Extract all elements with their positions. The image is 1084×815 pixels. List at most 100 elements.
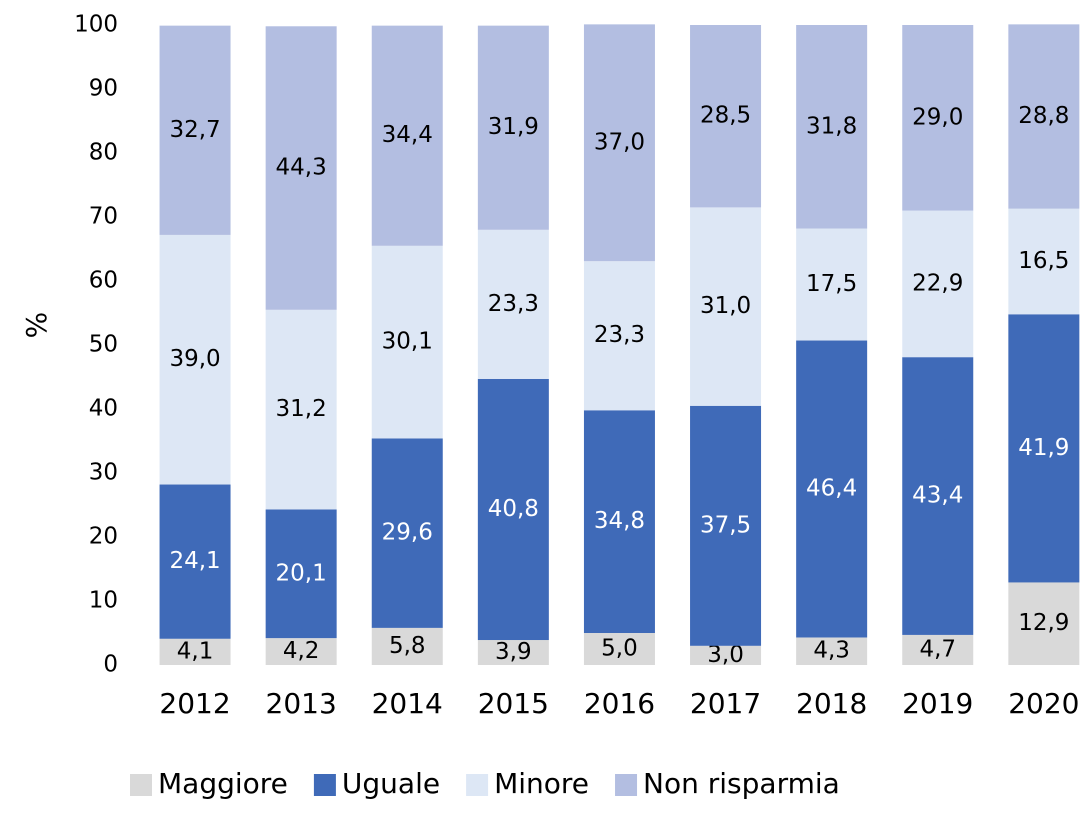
y-tick-label: 20 bbox=[89, 524, 118, 550]
bar-segment bbox=[159, 25, 231, 235]
bar-segment bbox=[371, 438, 443, 628]
value-label: 43,4 bbox=[912, 483, 963, 509]
bar-segment bbox=[159, 484, 231, 639]
legend-label: Minore bbox=[494, 767, 589, 800]
value-label: 5,0 bbox=[601, 636, 638, 662]
legend-swatch bbox=[615, 774, 638, 796]
legend-swatch bbox=[466, 774, 489, 796]
bar-segment bbox=[1008, 582, 1080, 665]
bar-segment bbox=[690, 405, 762, 646]
value-label: 3,9 bbox=[495, 639, 532, 665]
bar-segment bbox=[477, 229, 549, 379]
bar-segment bbox=[477, 378, 549, 641]
bar-segment bbox=[265, 26, 337, 310]
value-label: 32,7 bbox=[169, 117, 220, 143]
value-label: 37,0 bbox=[594, 129, 645, 155]
bar-segment bbox=[371, 25, 443, 246]
value-label: 24,1 bbox=[169, 548, 220, 574]
value-label: 31,0 bbox=[700, 293, 751, 319]
value-label: 37,5 bbox=[700, 512, 751, 538]
value-label: 17,5 bbox=[806, 271, 857, 297]
bar-segment bbox=[477, 25, 549, 230]
bar-segment bbox=[583, 633, 655, 665]
x-tick-label: 2016 bbox=[584, 687, 655, 720]
bar-segment bbox=[796, 25, 868, 229]
bar-segment bbox=[1008, 208, 1080, 315]
value-label: 28,5 bbox=[700, 103, 751, 129]
y-tick-label: 90 bbox=[89, 76, 118, 102]
x-tick-label: 2019 bbox=[902, 687, 973, 720]
legend-label: Non risparmia bbox=[643, 767, 840, 800]
x-tick-label: 2017 bbox=[690, 687, 761, 720]
value-label: 29,6 bbox=[382, 520, 433, 546]
y-tick-label: 70 bbox=[89, 204, 118, 230]
bar-segment bbox=[265, 309, 337, 510]
bar-segment bbox=[690, 25, 762, 208]
bar-segment bbox=[159, 638, 231, 665]
bar-segment bbox=[265, 638, 337, 665]
bar-segment bbox=[371, 245, 443, 439]
bar-segment bbox=[371, 627, 443, 665]
y-axis-label: % bbox=[20, 312, 53, 339]
value-label: 31,2 bbox=[276, 396, 327, 422]
value-label: 4,2 bbox=[283, 638, 320, 664]
legend-label: Uguale bbox=[342, 767, 440, 800]
value-label: 28,8 bbox=[1018, 103, 1069, 129]
value-label: 31,8 bbox=[806, 113, 857, 139]
x-tick-label: 2012 bbox=[159, 687, 230, 720]
value-label: 41,9 bbox=[1018, 435, 1069, 461]
bar-segment bbox=[159, 234, 231, 485]
x-tick-label: 2013 bbox=[266, 687, 337, 720]
bar-segment bbox=[902, 357, 974, 635]
value-label: 31,9 bbox=[488, 114, 539, 140]
value-label: 23,3 bbox=[594, 322, 645, 348]
y-tick-label: 0 bbox=[103, 652, 118, 678]
bar-segment bbox=[796, 637, 868, 665]
x-tick-label: 2015 bbox=[478, 687, 549, 720]
value-label: 4,7 bbox=[919, 636, 956, 662]
bar-segment bbox=[583, 410, 655, 633]
y-tick-label: 10 bbox=[89, 588, 118, 614]
bar-segment bbox=[690, 207, 762, 406]
value-label: 34,4 bbox=[382, 122, 433, 148]
value-label: 12,9 bbox=[1018, 610, 1069, 636]
bar-segment bbox=[265, 509, 337, 639]
legend-label: Maggiore bbox=[158, 767, 288, 800]
value-label: 30,1 bbox=[382, 329, 433, 355]
y-tick-label: 50 bbox=[89, 332, 118, 358]
bar-segment bbox=[796, 340, 868, 638]
value-label: 22,9 bbox=[912, 270, 963, 296]
value-label: 34,8 bbox=[594, 508, 645, 534]
x-tick-label: 2014 bbox=[372, 687, 443, 720]
y-tick-label: 60 bbox=[89, 268, 118, 294]
bar-segment bbox=[690, 645, 762, 665]
bar-segment bbox=[902, 210, 974, 358]
value-label: 40,8 bbox=[488, 496, 539, 522]
value-label: 4,3 bbox=[813, 638, 850, 664]
value-label: 29,0 bbox=[912, 104, 963, 130]
y-tick-label: 100 bbox=[74, 12, 118, 38]
bar-segment bbox=[796, 228, 868, 341]
bar-segment bbox=[1008, 314, 1080, 583]
value-label: 44,3 bbox=[276, 155, 327, 181]
value-label: 16,5 bbox=[1018, 248, 1069, 274]
bar-segment bbox=[477, 640, 549, 665]
value-label: 5,8 bbox=[389, 633, 426, 659]
bar-segment bbox=[902, 25, 974, 211]
x-tick-label: 2018 bbox=[796, 687, 867, 720]
value-label: 3,0 bbox=[707, 642, 744, 668]
y-tick-label: 80 bbox=[89, 140, 118, 166]
bar-segment bbox=[1008, 24, 1080, 209]
y-tick-label: 40 bbox=[89, 396, 118, 422]
y-tick-label: 30 bbox=[89, 460, 118, 486]
value-label: 39,0 bbox=[169, 346, 220, 372]
bar-segment bbox=[583, 261, 655, 411]
legend-swatch bbox=[130, 774, 152, 796]
value-label: 4,1 bbox=[177, 638, 214, 664]
x-tick-label: 2020 bbox=[1008, 687, 1079, 720]
value-label: 20,1 bbox=[276, 560, 327, 586]
value-label: 23,3 bbox=[488, 291, 539, 317]
bar-segment bbox=[583, 24, 655, 262]
legend-swatch bbox=[313, 774, 336, 796]
